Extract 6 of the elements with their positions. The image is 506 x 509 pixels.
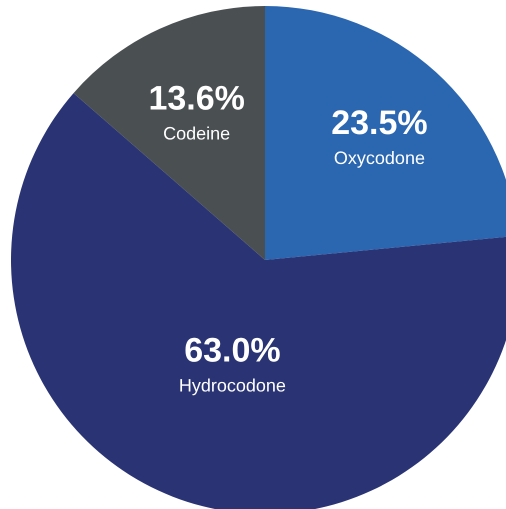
slice-label: Hydrocodone — [178, 376, 286, 396]
slice-label: Oxycodone — [334, 148, 425, 168]
data-label: 13.6% — [148, 80, 245, 118]
data-label: 23.5% — [331, 104, 428, 142]
data-label: 63.0% — [184, 332, 281, 370]
slice-label: Codeine — [163, 124, 230, 144]
